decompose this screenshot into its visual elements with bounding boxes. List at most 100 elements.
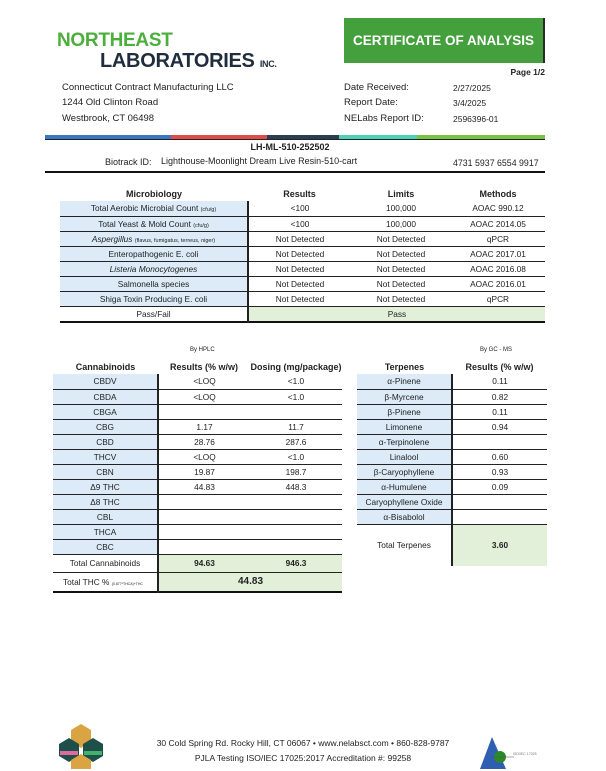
- total-terpenes-label: Total Terpenes: [357, 524, 453, 566]
- report-date-value: 3/4/2025: [453, 98, 487, 108]
- micro-result: <100: [248, 216, 351, 232]
- micro-test-cell: Shiga Toxin Producing E. coli: [60, 291, 249, 307]
- cannabinoid-name: CBDV: [53, 374, 159, 390]
- pass-fail-label: Pass/Fail: [60, 306, 249, 322]
- total-cannabinoids-label: Total Cannabinoids: [53, 554, 159, 573]
- total-cannabinoids-dosing: 946.3: [250, 554, 342, 573]
- certification-badges-icon: [58, 724, 104, 769]
- micro-method: AOAC 2017.01: [451, 246, 545, 262]
- micro-test-name: Listeria Monocytogenes: [109, 263, 198, 274]
- micro-test-cell: Total Yeast & Mold Count (cfu/g): [60, 216, 249, 232]
- date-received-value: 2/27/2025: [453, 83, 491, 93]
- page-number: Page 1/2: [510, 67, 546, 77]
- cannabinoid-dosing: 287.6: [250, 434, 342, 450]
- terpene-row: α-Bisabolol: [357, 509, 547, 525]
- cannabinoid-name: CBN: [53, 464, 159, 480]
- logo-northeast: NORTHEAST: [57, 30, 173, 51]
- micro-method: AOAC 2016.08: [451, 261, 545, 277]
- terpene-name: β-Caryophyllene: [357, 464, 453, 480]
- total-terpenes-value: 3.60: [452, 524, 547, 566]
- total-thc-value: 44.83: [158, 572, 342, 592]
- client-name: Connecticut Contract Manufacturing LLC: [62, 82, 234, 93]
- cannabinoid-result: [158, 509, 250, 525]
- terpene-row: α-Humulene 0.09: [357, 479, 547, 495]
- date-received-label: Date Received:: [344, 82, 409, 93]
- biotrack-label: Biotrack ID:: [105, 157, 152, 167]
- microbiology-table: Microbiology Results Limits Methods Tota…: [60, 187, 545, 323]
- micro-test-name: Shiga Toxin Producing E. coli: [99, 293, 208, 304]
- cannabinoid-row: CBGA: [53, 404, 342, 420]
- footer-accreditation: PJLA Testing ISO/IEC 17025:2017 Accredit…: [194, 753, 412, 763]
- micro-test-cell: Total Aerobic Microbial Count (cfu/g): [60, 201, 249, 217]
- report-id-value: 2596396-01: [453, 114, 499, 124]
- cannabinoid-dosing: [250, 539, 342, 555]
- terpene-name: Limonene: [357, 419, 453, 435]
- cannabinoid-name: CBL: [53, 509, 159, 525]
- divider: [45, 171, 545, 173]
- micro-row: Salmonella species Not Detected Not Detect…: [60, 276, 545, 292]
- document-title: CERTIFICATE OF ANALYSIS: [344, 18, 545, 63]
- micro-limit: Not Detected: [351, 276, 451, 292]
- cannabinoid-result: <LOQ: [158, 449, 250, 465]
- cannabinoid-name: CBDA: [53, 389, 159, 405]
- terpene-result: [452, 494, 547, 510]
- cannabinoid-name: Δ8 THC: [53, 494, 159, 510]
- logo-laboratories-text: LABORATORIES: [100, 50, 255, 72]
- terpene-row: α-Terpinolene: [357, 434, 547, 450]
- header-cannabinoids: Cannabinoids: [75, 362, 136, 372]
- terpene-result: 0.94: [452, 419, 547, 435]
- header-limits: Limits: [387, 189, 415, 199]
- cannabinoid-name: CBG: [53, 419, 159, 435]
- micro-result: Not Detected: [248, 261, 351, 277]
- micro-result: Not Detected: [248, 291, 351, 307]
- terpene-result: 0.93: [452, 464, 547, 480]
- terpene-row: β-Pinene 0.11: [357, 404, 547, 420]
- micro-row: Aspergillus (flavus, fumigatus, terreus,…: [60, 231, 545, 247]
- terpene-name: β-Myrcene: [357, 389, 453, 405]
- total-thc-formula: (0.877*THCA)+THC: [111, 581, 143, 586]
- total-thc-label-cell: Total THC % (0.877*THCA)+THC: [53, 572, 159, 592]
- micro-test-unit: (cfu/g): [193, 222, 209, 229]
- micro-test-name: Aspergillus: [91, 233, 133, 244]
- table-header: Microbiology Results Limits Methods: [60, 187, 545, 201]
- micro-limit: Not Detected: [351, 231, 451, 247]
- total-cannabinoids-result: 94.63: [158, 554, 250, 573]
- logo-laboratories: LABORATORIES INC.: [100, 50, 277, 73]
- cannabinoid-dosing: [250, 404, 342, 420]
- terpene-row: Limonene 0.94: [357, 419, 547, 435]
- terpene-result: [452, 434, 547, 450]
- cannabinoid-name: THCV: [53, 449, 159, 465]
- cannabinoid-row: CBD 28.76 287.6: [53, 434, 342, 450]
- cannabinoid-result: [158, 494, 250, 510]
- cannabinoid-result: 19.87: [158, 464, 250, 480]
- micro-test-unit: (cfu/g): [200, 207, 217, 214]
- cannabinoid-result: [158, 404, 250, 420]
- micro-limit: Not Detected: [351, 291, 451, 307]
- micro-row: Listeria Monocytogenes Not Detected Not De…: [60, 261, 545, 277]
- cannabinoid-row: Δ9 THC 44.83 448.3: [53, 479, 342, 495]
- cannabinoid-dosing: <1.0: [250, 374, 342, 390]
- client-street: 1244 Old Clinton Road: [62, 97, 159, 108]
- terpenes-table: Terpenes Results (% w/w) α-Pinene 0.11 β-M…: [357, 360, 547, 566]
- micro-result: Not Detected: [248, 246, 351, 262]
- header-results: Results: [283, 189, 316, 199]
- micro-test-name: Salmonella species: [117, 278, 190, 289]
- divider: [45, 139, 545, 140]
- terpene-name: α-Terpinolene: [357, 434, 453, 450]
- micro-test-name: Enteropathogenic E. coli: [108, 248, 199, 259]
- micro-row: Total Aerobic Microbial Count (cfu/g) <10…: [60, 201, 545, 217]
- cannabinoid-dosing: 448.3: [250, 479, 342, 495]
- terpene-result: 0.11: [452, 404, 547, 420]
- cannabinoid-dosing: <1.0: [250, 449, 342, 465]
- cannabinoid-row: THCA: [53, 524, 342, 540]
- terpene-row: α-Pinene 0.11: [357, 374, 547, 390]
- micro-test-name: Total Yeast & Mold Count: [98, 218, 191, 229]
- terpene-name: α-Pinene: [357, 374, 453, 390]
- micro-method: AOAC 2016.01: [451, 276, 545, 292]
- report-date-label: Report Date:: [344, 97, 398, 108]
- cannabinoid-dosing: [250, 509, 342, 525]
- micro-row: Shiga Toxin Producing E. coli Not Detecte…: [60, 291, 545, 307]
- micro-test-name: Total Aerobic Microbial Count: [90, 203, 199, 214]
- sample-id: LH-ML-510-252502: [250, 142, 330, 152]
- terpene-result: 0.82: [452, 389, 547, 405]
